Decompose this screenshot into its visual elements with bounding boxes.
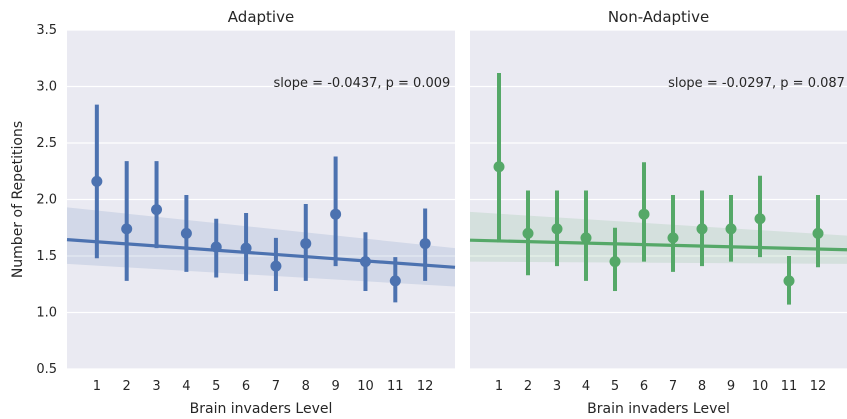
x-axis-label: Brain invaders Level [587, 401, 730, 417]
data-point [609, 256, 621, 268]
y-tick-label: 3.5 [36, 23, 57, 38]
x-tick-label: 3 [152, 379, 160, 394]
x-tick-label: 2 [524, 379, 532, 394]
x-tick-label: 10 [357, 379, 374, 394]
x-tick-label: 7 [669, 379, 677, 394]
y-tick-label: 1.0 [36, 306, 57, 321]
x-axis-label: Brain invaders Level [190, 401, 333, 417]
data-point [151, 204, 163, 216]
regression-line [469, 238, 847, 252]
x-tick-label: 8 [302, 379, 310, 394]
x-tick-label: 3 [553, 379, 561, 394]
data-point [725, 223, 737, 235]
x-tick-label: 6 [640, 379, 648, 394]
x-tick-label: 7 [272, 379, 280, 394]
data-point [580, 232, 592, 244]
data-point [180, 227, 192, 239]
data-point [300, 238, 312, 250]
data-point [210, 241, 222, 253]
x-tick-label: 12 [417, 379, 434, 394]
x-tick-label: 10 [752, 379, 769, 394]
data-point [638, 208, 650, 220]
data-point [91, 175, 103, 187]
y-tick-label: 2.5 [36, 136, 57, 151]
data-point [359, 256, 371, 268]
x-tick-label: 1 [93, 379, 101, 394]
x-tick-label: 9 [331, 379, 339, 394]
x-tick-label: 4 [582, 379, 590, 394]
data-point [240, 242, 252, 254]
data-point [667, 232, 679, 244]
y-tick-label: 2.0 [36, 193, 57, 208]
data-point [493, 161, 505, 173]
regression-line [66, 238, 456, 269]
x-tick-label: 5 [611, 379, 619, 394]
x-tick-label: 11 [387, 379, 404, 394]
x-tick-label: 9 [727, 379, 735, 394]
x-tick-label: 4 [182, 379, 190, 394]
panel-title: Non-Adaptive [608, 8, 709, 26]
x-tick-label: 1 [495, 379, 503, 394]
data-point [783, 275, 795, 287]
y-tick-label: 0.5 [36, 362, 57, 377]
data-point [330, 208, 342, 220]
data-point [812, 227, 824, 239]
data-point [754, 213, 766, 225]
data-point [551, 223, 563, 235]
x-tick-label: 8 [698, 379, 706, 394]
data-point [522, 227, 534, 239]
data-point [270, 260, 282, 272]
data-point [419, 238, 431, 250]
x-tick-label: 2 [123, 379, 131, 394]
y-tick-label: 1.5 [36, 249, 57, 264]
regression-ci-band [67, 207, 455, 287]
data-point [696, 223, 708, 235]
slope-annotation: slope = -0.0297, p = 0.087 [668, 76, 845, 91]
slope-annotation: slope = -0.0437, p = 0.009 [273, 76, 450, 91]
x-tick-label: 12 [810, 379, 827, 394]
data-point [121, 223, 133, 235]
data-point [389, 275, 401, 287]
x-tick-label: 6 [242, 379, 250, 394]
regression-ci-band [470, 211, 847, 264]
x-tick-label: 5 [212, 379, 220, 394]
y-tick-label: 3.0 [36, 80, 57, 95]
y-axis-label: Number of Repetitions [10, 121, 26, 278]
panel-title: Adaptive [228, 8, 294, 26]
x-tick-label: 11 [781, 379, 798, 394]
